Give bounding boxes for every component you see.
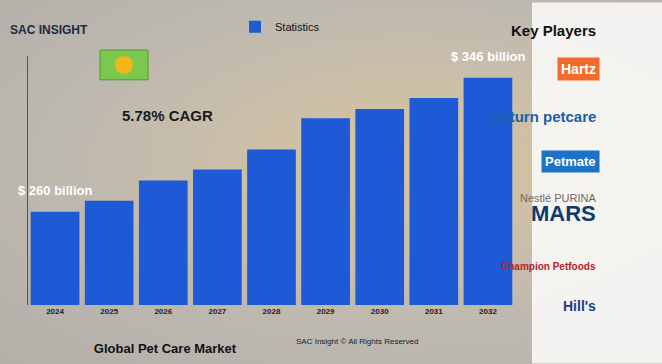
svg-text:MARS: MARS [531,201,596,226]
svg-text:Hartz: Hartz [561,61,596,77]
svg-text:Global Pet Care Market: Global Pet Care Market [94,341,237,356]
svg-text:2032: 2032 [479,307,497,316]
svg-text:2030: 2030 [371,307,389,316]
svg-text:saturn petcare: saturn petcare [493,108,596,125]
svg-text:2025: 2025 [100,307,118,316]
svg-text:2031: 2031 [425,307,443,316]
svg-text:Key Players: Key Players [511,22,596,39]
svg-text:5.78% CAGR: 5.78% CAGR [122,107,213,124]
svg-text:2026: 2026 [154,307,172,316]
svg-text:2029: 2029 [317,307,335,316]
svg-text:2027: 2027 [208,307,226,316]
svg-text:Hill's: Hill's [563,298,596,314]
svg-text:Statistics: Statistics [275,21,320,33]
svg-text:2028: 2028 [263,307,281,316]
svg-text:SAC INSIGHT: SAC INSIGHT [10,23,88,37]
svg-text:2024: 2024 [46,307,64,316]
svg-text:SAC Insight © All Rights Reser: SAC Insight © All Rights Reserved [296,337,418,346]
svg-text:Champion Petfoods: Champion Petfoods [501,261,596,272]
svg-text:Nestlé PURINA: Nestlé PURINA [520,192,596,204]
svg-text:Petmate: Petmate [545,154,596,169]
svg-text:$ 346 billion: $ 346 billion [451,49,525,64]
svg-text:$ 260 billion: $ 260 billion [18,183,92,198]
